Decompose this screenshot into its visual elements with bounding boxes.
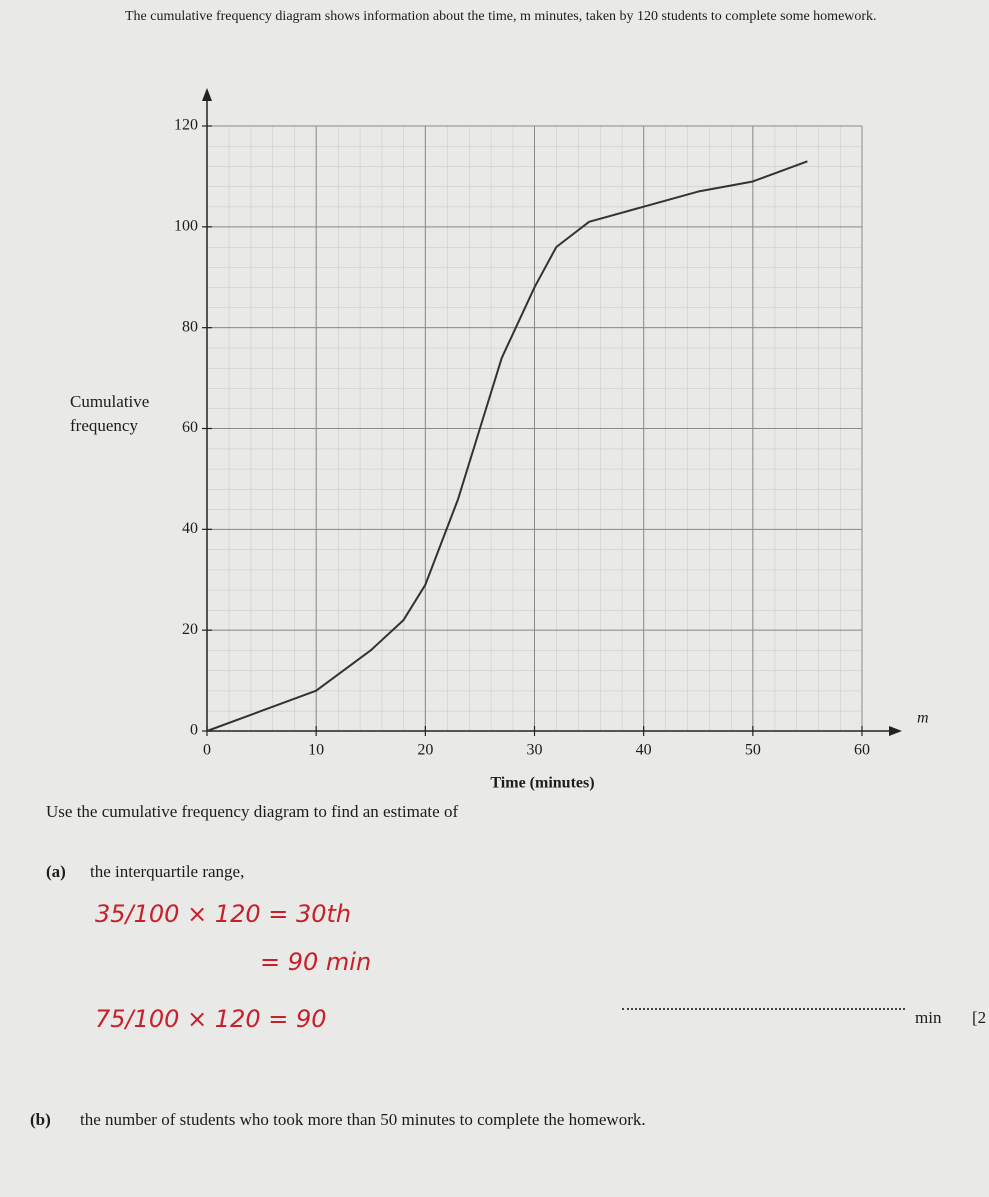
y-tick-label: 20 (182, 621, 198, 638)
x-variable: m (917, 710, 929, 727)
x-tick-label: 0 (203, 742, 211, 759)
question-text: the interquartile range, (90, 862, 245, 881)
question-label: (a) (46, 862, 66, 881)
instruction: Use the cumulative frequency diagram to … (46, 802, 459, 821)
x-axis-label: Time (minutes) (490, 775, 594, 792)
x-tick-label: 40 (636, 742, 652, 759)
x-tick-label: 20 (417, 742, 433, 759)
handwriting: 35/100 × 120 = 30th (95, 900, 352, 928)
question-text: the number of students who took more tha… (80, 1110, 646, 1129)
y-tick-label: 120 (174, 117, 198, 134)
x-axis-arrow (889, 726, 902, 736)
x-tick-label: 60 (854, 742, 870, 759)
x-tick-label: 50 (745, 742, 761, 759)
y-axis-arrow (202, 88, 212, 101)
y-tick-label: 60 (182, 419, 198, 436)
x-tick-label: 30 (527, 742, 543, 759)
handwriting: = 90 min (260, 948, 372, 976)
marks: [2 (972, 1008, 987, 1027)
answer-unit: min (915, 1008, 942, 1027)
question-label: (b) (30, 1110, 51, 1129)
y-tick-label: 0 (190, 722, 198, 739)
y-tick-label: 40 (182, 520, 198, 537)
x-tick-label: 10 (308, 742, 324, 759)
y-tick-label: 80 (182, 318, 198, 335)
handwriting: 75/100 × 120 = 90 (95, 1005, 327, 1033)
intro: The cumulative frequency diagram shows i… (125, 9, 877, 24)
curve (206, 160, 808, 732)
y-axis-label: Cumulative frequency (70, 392, 150, 435)
y-tick-label: 100 (174, 218, 198, 235)
answer-line (622, 1008, 905, 1010)
